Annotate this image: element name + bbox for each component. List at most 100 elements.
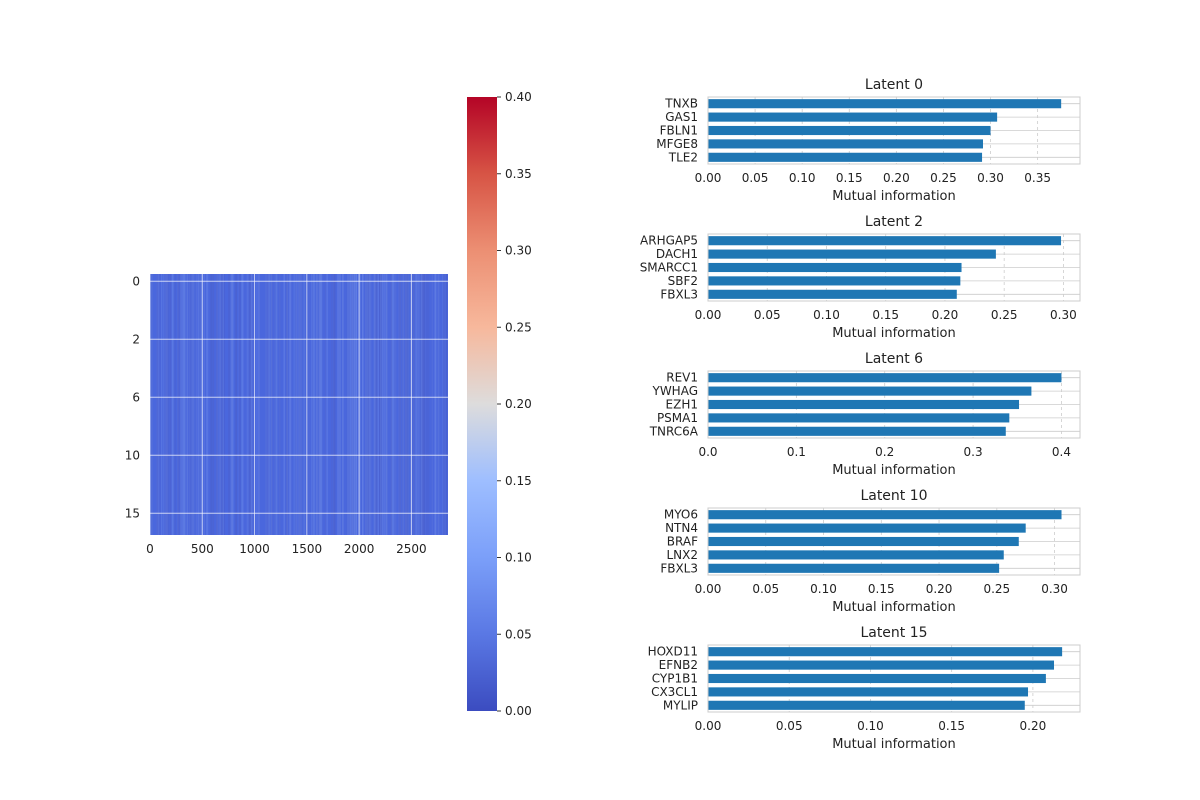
heatmap-column xyxy=(293,274,295,535)
heatmap-column xyxy=(446,274,447,535)
heatmap-column xyxy=(216,274,219,535)
bar-panel-frame xyxy=(707,370,1081,439)
bar-category-label: GAS1 xyxy=(665,110,698,124)
heatmap-column xyxy=(165,274,168,535)
heatmap-column xyxy=(375,274,377,535)
heatmap-column xyxy=(358,274,359,535)
heatmap-column xyxy=(180,274,182,535)
heatmap-column xyxy=(196,274,197,535)
heatmap-column xyxy=(422,274,424,535)
bar xyxy=(708,373,1062,383)
heatmap-column xyxy=(356,274,358,535)
heatmap-column xyxy=(258,274,260,535)
heatmap-column xyxy=(150,274,152,535)
heatmap-column xyxy=(324,274,327,535)
bar xyxy=(708,399,1020,410)
bar xyxy=(708,687,1029,697)
bar-category-label: LNX2 xyxy=(666,548,698,562)
bar-x-tick-label: 0.10 xyxy=(813,308,840,322)
bar xyxy=(708,125,991,136)
heatmap-x-tick-label: 2000 xyxy=(344,542,375,556)
heatmap-column xyxy=(298,274,300,535)
heatmap-column xyxy=(347,274,349,535)
bar-x-tick-label: 0.2 xyxy=(875,445,894,459)
heatmap-column xyxy=(383,274,386,535)
bar-x-tick-label: 0.00 xyxy=(695,308,722,322)
bar-category-label: BRAF xyxy=(667,535,698,549)
heatmap-column xyxy=(438,274,440,535)
heatmap-y-tick-label: 15 xyxy=(125,506,140,520)
heatmap-y-tick-label: 6 xyxy=(132,390,140,404)
bar-x-tick-label: 0.15 xyxy=(872,308,899,322)
bar-x-tick-label: 0.00 xyxy=(695,719,722,733)
heatmap-column xyxy=(203,274,205,535)
bar xyxy=(708,523,1026,533)
bar-x-axis-label: Mutual information xyxy=(832,326,956,341)
bar-x-tick-label: 0.1 xyxy=(787,445,806,459)
bar-category-label: MYO6 xyxy=(664,508,698,522)
heatmap-column xyxy=(287,274,289,535)
heatmap-column xyxy=(390,274,393,535)
bar-category-label: FBXL3 xyxy=(660,561,698,575)
heatmap-column xyxy=(362,274,364,535)
heatmap-column xyxy=(365,274,368,535)
heatmap-column xyxy=(164,274,166,535)
bar-x-tick-label: 0.10 xyxy=(789,171,816,185)
colorbar-panel: 0.00 0.05 0.10 0.15 0.20 0.25 0.30 0.35 0.40 xyxy=(467,90,532,718)
heatmap-column xyxy=(274,274,275,535)
bar-category-label: YWHAG xyxy=(651,384,698,398)
bar-x-tick-label: 0.05 xyxy=(742,171,769,185)
colorbar-tick-label: 0.40 xyxy=(505,90,532,104)
bar-x-tick-label: 0.15 xyxy=(938,719,965,733)
heatmap-column xyxy=(434,274,436,535)
bar-x-tick-label: 0.10 xyxy=(810,582,837,596)
bar xyxy=(708,99,1062,109)
bar-x-axis-label: Mutual information xyxy=(832,600,956,615)
heatmap-cells xyxy=(150,274,448,535)
heatmap-column xyxy=(431,274,433,535)
heatmap-column xyxy=(349,274,352,535)
heatmap-column xyxy=(171,274,173,535)
bar xyxy=(708,386,1032,396)
heatmap-column xyxy=(179,274,181,535)
heatmap-column xyxy=(210,274,212,535)
heatmap-column xyxy=(312,274,314,535)
bar xyxy=(708,413,1010,423)
bar-category-label: MFGE8 xyxy=(656,137,698,151)
bar-x-axis-label: Mutual information xyxy=(832,189,956,204)
heatmap-column xyxy=(150,274,153,535)
bar-panel-title: Latent 0 xyxy=(865,77,923,93)
bar-x-tick-label: 0.25 xyxy=(930,171,957,185)
bar-x-tick-label: 0.0 xyxy=(698,445,717,459)
colorbar-tick-label: 0.10 xyxy=(505,551,532,565)
heatmap-column xyxy=(239,274,241,535)
heatmap-column xyxy=(303,274,305,535)
heatmap-column xyxy=(241,274,244,535)
heatmap-column xyxy=(333,274,336,535)
heatmap-column xyxy=(313,274,315,535)
bar-x-tick-label: 0.20 xyxy=(926,582,953,596)
bar-panel-frame xyxy=(707,96,1081,165)
bar-x-tick-label: 0.25 xyxy=(991,308,1018,322)
bar-panel-frame xyxy=(707,233,1081,302)
bar-category-label: FBXL3 xyxy=(660,287,698,301)
heatmap-column xyxy=(312,274,314,535)
heatmap-column xyxy=(237,274,240,535)
heatmap-column xyxy=(175,274,176,535)
heatmap-column xyxy=(252,274,254,535)
heatmap-column xyxy=(425,274,428,535)
bar-x-tick-label: 0.15 xyxy=(868,582,895,596)
bar-panel-frame xyxy=(707,644,1081,713)
heatmap-column xyxy=(219,274,222,535)
bar xyxy=(708,152,983,162)
heatmap-column xyxy=(216,274,218,535)
bar-x-tick-label: 0.10 xyxy=(857,719,884,733)
heatmap-y-tick-label: 0 xyxy=(132,274,140,288)
heatmap-column xyxy=(278,274,281,535)
heatmap-column xyxy=(275,274,277,535)
heatmap-column xyxy=(151,274,152,535)
colorbar-tick-label: 0.00 xyxy=(505,704,532,718)
heatmap-column xyxy=(326,274,329,535)
bar-category-label: HOXD11 xyxy=(648,645,698,659)
